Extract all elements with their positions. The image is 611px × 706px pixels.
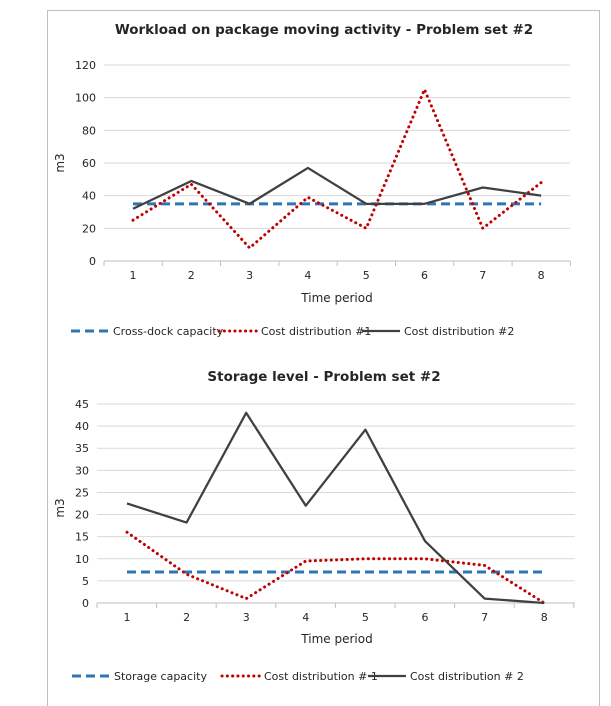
x-tick-label: 1	[130, 269, 137, 282]
legend-label-3: Cost distribution # 2	[410, 670, 524, 683]
y-tick-label: 80	[82, 124, 96, 137]
y-tick-label: 60	[82, 157, 96, 170]
x-tick-label: 1	[124, 611, 131, 624]
y-tick-label: 40	[82, 190, 96, 203]
x-tick-label: 6	[422, 611, 429, 624]
y-tick-label: 0	[82, 597, 89, 610]
x-tick-label: 7	[479, 269, 486, 282]
y-tick-label: 0	[89, 255, 96, 268]
x-tick-label: 2	[188, 269, 195, 282]
legend-label-2: Cost distribution # 1	[264, 670, 378, 683]
chart-frame	[47, 10, 600, 706]
y-tick-label: 20	[82, 222, 96, 235]
x-axis-title: Time period	[300, 291, 372, 305]
legend-label-3: Cost distribution #2	[404, 325, 514, 338]
y-tick-label: 100	[75, 92, 96, 105]
x-tick-label: 5	[363, 269, 370, 282]
y-tick-label: 10	[75, 553, 89, 566]
series-line-3	[126, 411, 545, 605]
series-line-2	[125, 530, 546, 605]
x-tick-label: 3	[246, 269, 253, 282]
x-tick-label: 7	[481, 611, 488, 624]
x-axis-title: Time period	[300, 632, 372, 646]
y-tick-label: 15	[75, 531, 89, 544]
x-tick-label: 2	[183, 611, 190, 624]
chart-title: Workload on package moving activity - Pr…	[115, 22, 533, 38]
series-line-2	[131, 88, 543, 250]
workload-chart: Workload on package moving activity - Pr…	[53, 22, 571, 338]
x-tick-label: 3	[243, 611, 250, 624]
y-axis-title: m3	[53, 153, 67, 172]
chart-title: Storage level - Problem set #2	[207, 369, 440, 385]
y-tick-label: 20	[75, 509, 89, 522]
x-tick-label: 8	[538, 269, 545, 282]
y-tick-label: 30	[75, 464, 89, 477]
legend-label-1: Storage capacity	[114, 670, 207, 683]
x-tick-label: 8	[541, 611, 548, 624]
x-tick-label: 6	[421, 269, 428, 282]
series-line-3	[132, 166, 542, 210]
y-tick-label: 35	[75, 442, 89, 455]
y-tick-label: 25	[75, 486, 89, 499]
y-axis-title: m3	[53, 498, 67, 517]
x-tick-label: 4	[304, 269, 311, 282]
legend-label-2: Cost distribution #1	[261, 325, 371, 338]
y-tick-label: 120	[75, 59, 96, 72]
y-tick-label: 5	[82, 575, 89, 588]
legend-label-1: Cross-dock capacity	[113, 325, 224, 338]
y-tick-label: 45	[75, 398, 89, 411]
x-tick-label: 5	[362, 611, 369, 624]
x-tick-label: 4	[302, 611, 309, 624]
y-tick-label: 40	[75, 420, 89, 433]
